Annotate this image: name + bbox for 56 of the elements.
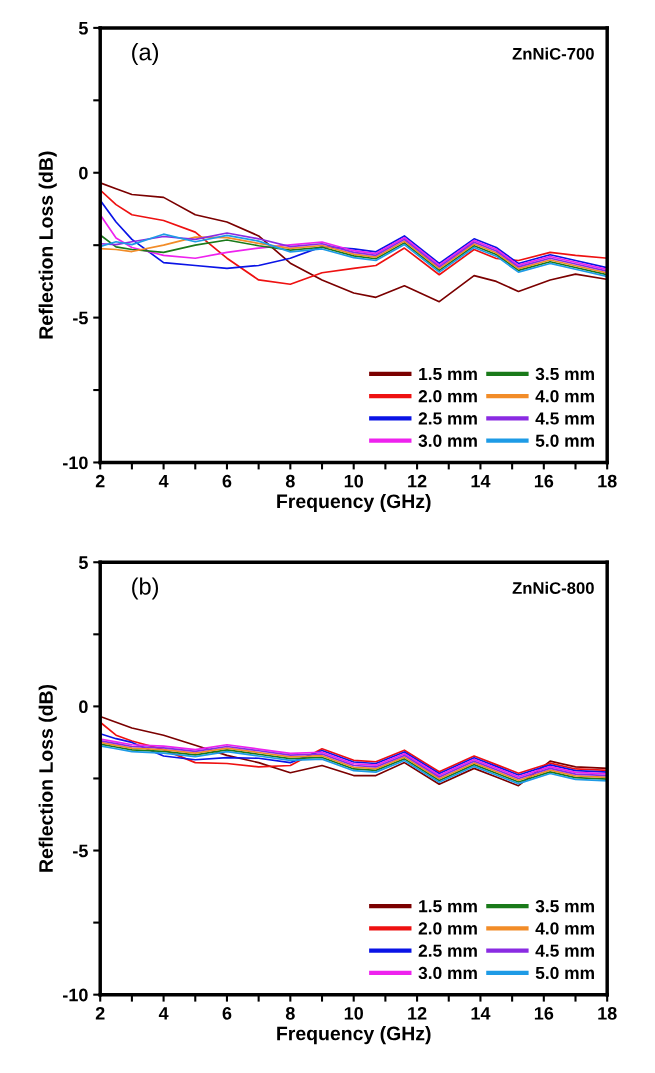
y-tick-label: 5	[78, 556, 88, 569]
line-series	[100, 721, 608, 775]
x-tick-label: 8	[285, 1006, 295, 1020]
legend-label: 2.5 mm	[418, 412, 477, 425]
legend-label: 2.5 mm	[418, 944, 477, 957]
x-tick-label: 8	[285, 474, 295, 488]
line-series	[100, 189, 608, 286]
x-axis-title: Frequency (GHz)	[277, 493, 431, 512]
x-tick-label: 6	[222, 1006, 232, 1020]
line-series	[100, 182, 608, 303]
x-tick-label: 14	[471, 1007, 491, 1020]
x-tick-label: 10	[344, 474, 363, 488]
x-tick-label: 4	[158, 1007, 169, 1020]
legend-label: 5.0 mm	[535, 966, 594, 980]
legend-label: 3.5 mm	[535, 367, 594, 381]
x-tick-label: 16	[534, 1006, 554, 1020]
y-axis-title: Reflection Loss (dB)	[38, 151, 57, 339]
x-tick-label: 12	[408, 1006, 427, 1020]
x-tick-label: 16	[534, 474, 554, 488]
annotation: ZnNiC-700	[512, 47, 594, 60]
line-series	[100, 715, 608, 787]
x-tick-label: 12	[408, 474, 427, 488]
x-tick-label: 4	[158, 474, 169, 488]
x-tick-label: 2	[95, 474, 105, 488]
y-tick-label: 0	[79, 166, 88, 180]
y-tick-label: -5	[73, 311, 88, 325]
legend-label: 3.5 mm	[535, 900, 594, 913]
y-tick-label: 0	[79, 700, 88, 714]
legend-label: 5.0 mm	[535, 434, 594, 447]
x-tick-label: 2	[95, 1006, 105, 1020]
line-series	[100, 199, 608, 270]
annotation: (a)	[132, 43, 159, 66]
legend-label: 4.5 mm	[535, 944, 594, 957]
legend-label: 2.0 mm	[418, 390, 477, 403]
y-tick-label: -5	[73, 844, 88, 858]
x-tick-label: 18	[598, 1006, 617, 1020]
legend-label: 1.5 mm	[419, 367, 477, 381]
y-tick-label: 5	[78, 22, 88, 35]
annotation: ZnNiC-800	[512, 581, 594, 594]
x-tick-label: 18	[598, 474, 617, 488]
legend-label: 3.0 mm	[418, 434, 477, 447]
x-tick-label: 10	[344, 1006, 363, 1020]
legend-label: 3.0 mm	[418, 966, 477, 980]
legend-label: 1.5 mm	[419, 900, 477, 913]
annotation: (b)	[132, 577, 159, 600]
y-tick-label: -10	[63, 988, 88, 1002]
legend-label: 4.5 mm	[535, 412, 594, 425]
y-axis-title: Reflection Loss (dB)	[38, 684, 57, 872]
legend-label: 4.0 mm	[535, 922, 594, 935]
legend-label: 2.0 mm	[418, 922, 477, 935]
x-tick-label: 14	[471, 474, 491, 488]
legend-label: 4.0 mm	[535, 390, 594, 403]
line-series	[100, 732, 608, 776]
x-tick-label: 6	[222, 474, 232, 488]
x-axis-title: Frequency (GHz)	[277, 1026, 431, 1045]
y-tick-label: -10	[63, 456, 88, 470]
